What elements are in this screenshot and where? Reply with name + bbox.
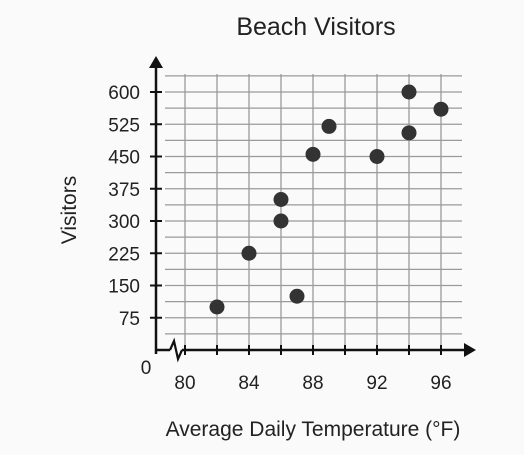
data-point — [401, 84, 417, 100]
y-tick-label: 525 — [108, 115, 140, 136]
data-point — [241, 245, 257, 261]
x-tick-label: 92 — [366, 373, 387, 394]
y-axis-arrow — [149, 56, 163, 68]
x-tick-label: 96 — [430, 373, 451, 394]
x-tick-label: 80 — [174, 373, 195, 394]
tick-labels: 75 150 225 300 375 450 525 600 80 84 88 92 96 — [108, 83, 451, 394]
x-tick-label: 84 — [238, 373, 260, 394]
x-tick-label: 88 — [302, 373, 323, 394]
grid — [165, 74, 462, 350]
data-points — [209, 84, 449, 315]
y-tick-label: 75 — [119, 309, 140, 330]
data-point — [401, 125, 417, 141]
x-axis-arrow — [464, 343, 476, 357]
y-tick-label: 150 — [108, 277, 140, 298]
y-tick-label: 375 — [108, 180, 140, 201]
x-axis-break — [168, 337, 184, 363]
data-point — [321, 118, 337, 134]
axes — [149, 56, 476, 363]
data-point — [273, 192, 289, 207]
y-tick-label: 450 — [108, 148, 140, 169]
y-tick-label: 600 — [108, 83, 140, 104]
y-axis-label: Visitors — [58, 176, 81, 244]
y-tick-label: 225 — [108, 244, 140, 265]
y-tick-label: 300 — [108, 212, 140, 233]
x-axis-label: Average Daily Temperature (°F) — [166, 418, 461, 441]
data-point — [289, 288, 305, 304]
data-point — [273, 213, 289, 229]
data-point — [369, 149, 385, 164]
data-point — [305, 146, 321, 162]
origin-label: 0 — [141, 358, 152, 379]
chart-title: Beach Visitors — [236, 13, 395, 41]
data-point — [209, 299, 225, 315]
data-point — [433, 101, 449, 117]
